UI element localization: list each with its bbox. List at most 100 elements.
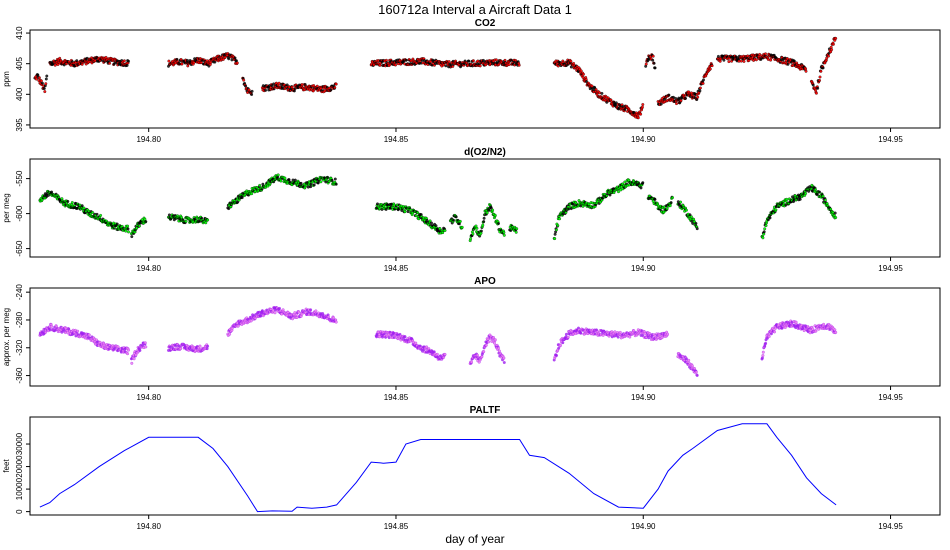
- data-point: [708, 67, 712, 71]
- data-point: [276, 173, 280, 177]
- data-segment: [552, 326, 669, 362]
- data-point: [814, 188, 817, 192]
- data-point: [579, 331, 583, 335]
- y-tick-label: 30000: [15, 432, 24, 455]
- data-point: [817, 327, 821, 331]
- data-point: [198, 344, 202, 348]
- data-point: [641, 181, 645, 185]
- x-tick-label: 194.95: [878, 135, 903, 144]
- data-point: [640, 105, 644, 109]
- data-point: [285, 83, 289, 87]
- data-point: [761, 350, 765, 354]
- data-segment: [241, 76, 254, 96]
- data-point: [40, 81, 44, 85]
- x-axis-label: day of year: [445, 532, 504, 546]
- y-axis-label: per meg: [2, 193, 11, 222]
- data-point: [684, 96, 687, 100]
- data-point: [99, 213, 103, 217]
- data-point: [517, 63, 521, 67]
- data-segment: [129, 341, 148, 365]
- panel-title: APO: [474, 276, 496, 287]
- data-point: [326, 175, 330, 179]
- y-tick-label: 0: [15, 509, 24, 514]
- data-point: [497, 349, 501, 353]
- y-tick-label: 405: [15, 56, 24, 70]
- data-point: [333, 86, 337, 89]
- data-segment: [167, 342, 210, 354]
- data-point: [679, 200, 683, 204]
- panel-co2: CO2 ppm 395 400 405 410 194.80 194.85 194.90 194.…: [2, 18, 941, 144]
- data-point: [416, 211, 420, 215]
- data-point: [309, 308, 313, 312]
- data-point: [559, 343, 562, 347]
- data-segment: [676, 352, 699, 377]
- data-point: [665, 207, 669, 211]
- data-point: [814, 329, 818, 333]
- data-point: [557, 346, 561, 350]
- data-point: [167, 213, 171, 217]
- data-point: [742, 59, 746, 63]
- data-point: [235, 61, 239, 65]
- data-point: [319, 180, 323, 184]
- data-point: [250, 89, 254, 93]
- data-point: [761, 354, 765, 357]
- data-point: [70, 201, 74, 204]
- data-point: [764, 52, 767, 56]
- data-point: [786, 62, 790, 66]
- data-point: [833, 211, 837, 215]
- data-point: [403, 335, 407, 339]
- data-segment: [646, 194, 674, 215]
- data-point: [608, 193, 612, 197]
- data-point: [312, 183, 316, 187]
- data-point: [792, 59, 796, 63]
- y-tick-label: 400: [15, 87, 24, 101]
- x-tick-label: 194.90: [631, 393, 656, 402]
- data-segment: [468, 333, 506, 366]
- data-point: [143, 341, 147, 345]
- data-point: [823, 198, 827, 202]
- data-point: [297, 310, 301, 314]
- data-point: [60, 330, 64, 334]
- x-tick-label: 194.80: [136, 135, 161, 144]
- data-point: [641, 103, 645, 106]
- data-point: [425, 218, 429, 222]
- x-tick-label: 194.80: [136, 264, 161, 273]
- data-point: [485, 211, 489, 215]
- data-point: [555, 228, 558, 232]
- data-point: [299, 181, 303, 185]
- x-tick-label: 194.95: [878, 264, 903, 273]
- data-point: [553, 237, 557, 241]
- data-point: [278, 306, 281, 310]
- data-point: [42, 87, 46, 90]
- data-point: [481, 223, 485, 227]
- panel-title: CO2: [475, 18, 496, 29]
- data-point: [126, 227, 130, 231]
- data-point: [727, 60, 731, 64]
- x-tick-label: 194.85: [384, 522, 409, 531]
- data-point: [492, 336, 495, 339]
- data-point: [376, 202, 379, 206]
- data-segment: [369, 57, 521, 69]
- data-point: [493, 213, 497, 217]
- data-point: [566, 335, 570, 339]
- data-point: [482, 220, 486, 224]
- data-point: [821, 194, 825, 198]
- data-point: [273, 311, 277, 315]
- data-point: [822, 322, 826, 326]
- data-point: [561, 341, 565, 345]
- data-point: [818, 75, 822, 79]
- data-point: [334, 320, 338, 324]
- x-tick-label: 194.85: [384, 393, 409, 402]
- y-tick-label: -600: [15, 205, 24, 222]
- data-point: [618, 330, 622, 334]
- data-point: [233, 56, 237, 60]
- x-tick-label: 194.90: [631, 522, 656, 531]
- data-point: [130, 235, 134, 239]
- data-point: [502, 233, 506, 237]
- data-point: [833, 328, 837, 332]
- data-point: [819, 69, 823, 73]
- data-point: [558, 217, 562, 221]
- data-point: [636, 116, 640, 120]
- data-segment: [167, 52, 239, 68]
